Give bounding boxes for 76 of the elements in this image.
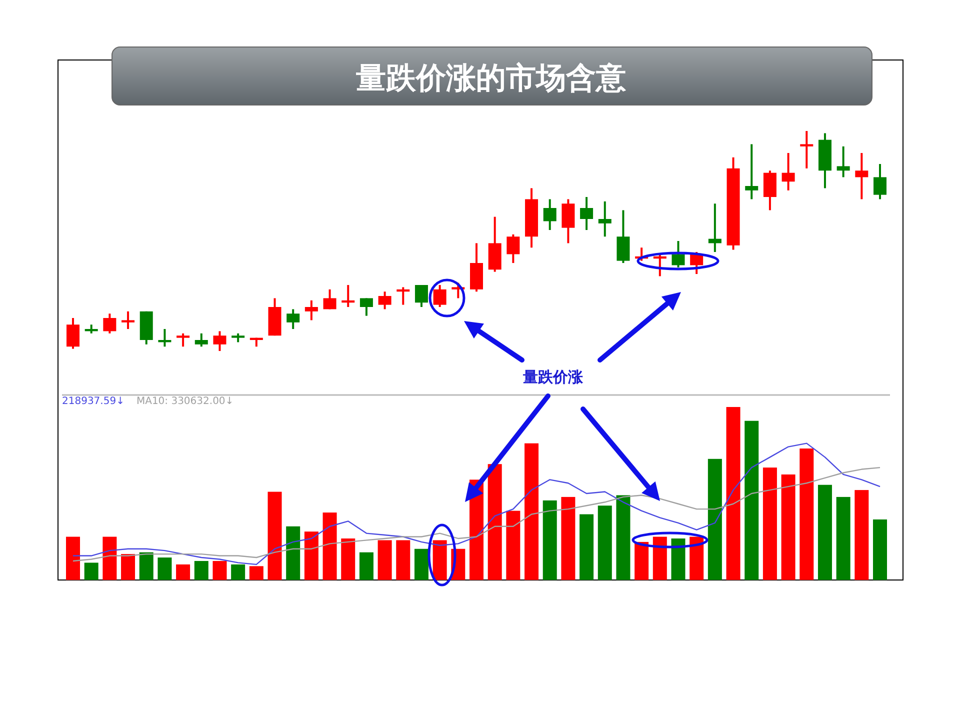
candlestick (433, 284, 446, 308)
bar (561, 496, 576, 580)
bar (762, 468, 777, 580)
candlestick (800, 130, 814, 170)
bar (231, 564, 246, 580)
bar (249, 566, 264, 580)
candlestick (855, 152, 868, 200)
candlestick (598, 200, 612, 238)
bar (726, 407, 740, 580)
candlestick (122, 310, 135, 330)
candlestick (580, 196, 594, 231)
candlestick (176, 332, 190, 348)
candlestick (378, 290, 392, 310)
chart-title: 量跌价涨的市场含意 (356, 61, 627, 96)
candlestick (653, 253, 666, 278)
candlestick (782, 152, 795, 192)
candlestick (396, 286, 410, 306)
bar (304, 532, 318, 580)
candlestick (323, 288, 336, 310)
bar (671, 538, 686, 580)
bar (542, 500, 557, 580)
bar (341, 538, 356, 580)
bar (121, 554, 136, 580)
candlestick (158, 328, 172, 348)
bar (268, 492, 282, 580)
text: MA10: 330632.00↓ (136, 396, 234, 407)
bar (652, 536, 667, 580)
bar (488, 464, 502, 580)
bar (524, 443, 539, 580)
candlestick (360, 297, 373, 317)
bar (818, 484, 832, 580)
candlestick (836, 145, 850, 178)
bar (616, 495, 630, 580)
bar (84, 562, 98, 580)
candlestick (213, 330, 226, 352)
bar (854, 490, 869, 580)
bar (634, 542, 649, 580)
bar (873, 519, 887, 580)
bar (708, 458, 722, 580)
bar (102, 536, 117, 580)
candlestick (103, 312, 116, 334)
candlestick (342, 284, 355, 308)
candlestick (708, 202, 722, 253)
candlestick (414, 284, 428, 308)
bar (580, 514, 594, 580)
candlestick (874, 163, 886, 200)
candlestick (543, 198, 556, 231)
bar (781, 474, 796, 580)
bar (414, 548, 428, 580)
text: 量跌价涨 (522, 368, 584, 386)
candlestick (745, 143, 758, 200)
candlestick (672, 240, 685, 268)
bar (158, 558, 172, 580)
bar (836, 496, 850, 580)
bar (432, 540, 447, 580)
bar (378, 540, 392, 580)
candlestick (304, 299, 318, 322)
text: 218937.59↓ (62, 396, 124, 407)
bar (396, 540, 410, 580)
candlestick (194, 332, 208, 348)
bar (359, 552, 374, 580)
bar (66, 536, 80, 580)
bar (286, 526, 300, 580)
bar (139, 552, 154, 580)
bar (744, 420, 759, 580)
bar (176, 564, 190, 580)
candlestick (286, 308, 300, 330)
bar (690, 536, 704, 580)
bar (212, 560, 227, 580)
bar (322, 512, 337, 580)
bar (800, 448, 814, 580)
bar (598, 506, 612, 580)
candlestick (66, 317, 80, 350)
bar (194, 560, 208, 580)
candlestick (506, 233, 520, 264)
bar (506, 510, 520, 580)
